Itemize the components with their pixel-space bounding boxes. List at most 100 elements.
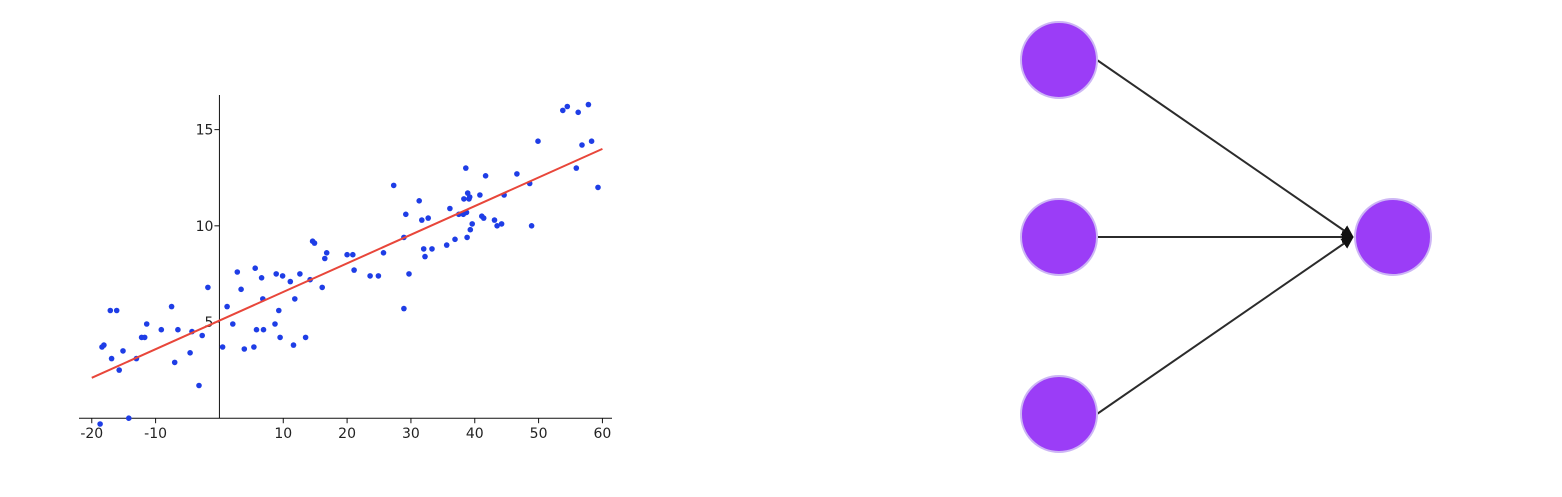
data-point [199,332,205,339]
data-point [290,342,297,348]
data-point [101,342,107,348]
x-tick-label: -20 [80,426,103,442]
data-point [422,253,428,260]
data-point [560,107,566,114]
data-point [141,334,148,341]
data-point [113,307,120,314]
x-axis-ticks: -20 -10 10 20 30 40 50 60 [80,418,611,442]
data-point [311,240,318,246]
data-point [158,326,165,333]
data-point [120,348,126,354]
input-node-3 [1020,375,1098,453]
data-point [253,326,260,333]
data-point [375,273,382,279]
data-point [276,307,282,314]
data-point [251,344,257,350]
data-point [477,192,483,198]
data-point [380,250,387,256]
input-node-1 [1020,21,1098,99]
data-point [390,182,397,189]
data-point [116,367,122,373]
edge-input-3-to-output [1096,236,1354,415]
data-point [277,334,283,341]
data-point [224,303,230,310]
data-point [238,286,244,293]
data-point [419,217,425,223]
data-point [535,138,541,144]
data-point [564,103,571,110]
data-point [143,321,150,327]
data-point [498,221,505,227]
data-point [273,271,280,277]
data-point [467,226,474,233]
data-point [260,326,267,333]
scatter-points [97,101,601,427]
data-point [464,234,470,241]
data-point [196,382,202,389]
data-point [463,165,469,171]
data-point [175,326,181,333]
data-point [322,255,328,262]
data-point [287,278,294,285]
data-point [469,221,476,227]
data-point [585,101,592,108]
data-point [480,215,487,221]
input-node-2 [1020,198,1098,276]
data-point [126,415,132,422]
data-point [406,271,412,277]
data-point [171,359,178,366]
x-tick-label: -10 [144,426,167,442]
neural-network-diagram [1020,21,1432,453]
data-point [595,184,601,191]
data-point [443,242,450,248]
data-point [514,171,520,177]
data-point [579,142,585,148]
data-point [323,250,330,256]
data-point [279,273,286,279]
y-tick-label: 5 [205,315,214,331]
data-point [292,296,298,302]
edge-input-1-to-output [1096,59,1354,238]
data-point [575,109,581,116]
data-point [461,196,467,202]
y-tick-label: 10 [196,219,214,235]
x-tick-label: 10 [274,426,292,442]
x-tick-label: 30 [402,426,420,442]
data-point [319,284,326,291]
data-point [588,138,595,144]
data-point [452,236,458,243]
data-point [108,355,115,362]
data-point [168,303,175,310]
data-point [403,211,409,218]
data-point [97,421,103,427]
data-point [297,271,303,277]
x-tick-label: 60 [594,426,612,442]
data-point [528,223,535,229]
data-point [420,246,427,252]
data-point [272,321,278,327]
data-point [429,246,435,252]
data-point [219,344,226,350]
regression-line-group [91,147,603,379]
data-point [494,223,500,229]
x-tick-label: 50 [530,426,548,442]
data-point [241,346,248,352]
chart-axes [79,95,612,419]
y-axis-ticks: 5 10 15 [196,123,220,331]
regression-line [91,147,603,379]
data-point [107,307,114,314]
x-tick-label: 20 [338,426,356,442]
data-point [234,269,241,275]
data-point [252,265,258,272]
data-point [230,321,236,327]
x-tick-label: 40 [466,426,484,442]
data-point [491,217,498,223]
data-point [447,205,453,212]
data-point [466,194,473,200]
data-point [416,198,423,204]
data-point [258,275,265,281]
data-point [367,273,373,279]
data-point [344,251,350,258]
data-point [187,350,193,356]
